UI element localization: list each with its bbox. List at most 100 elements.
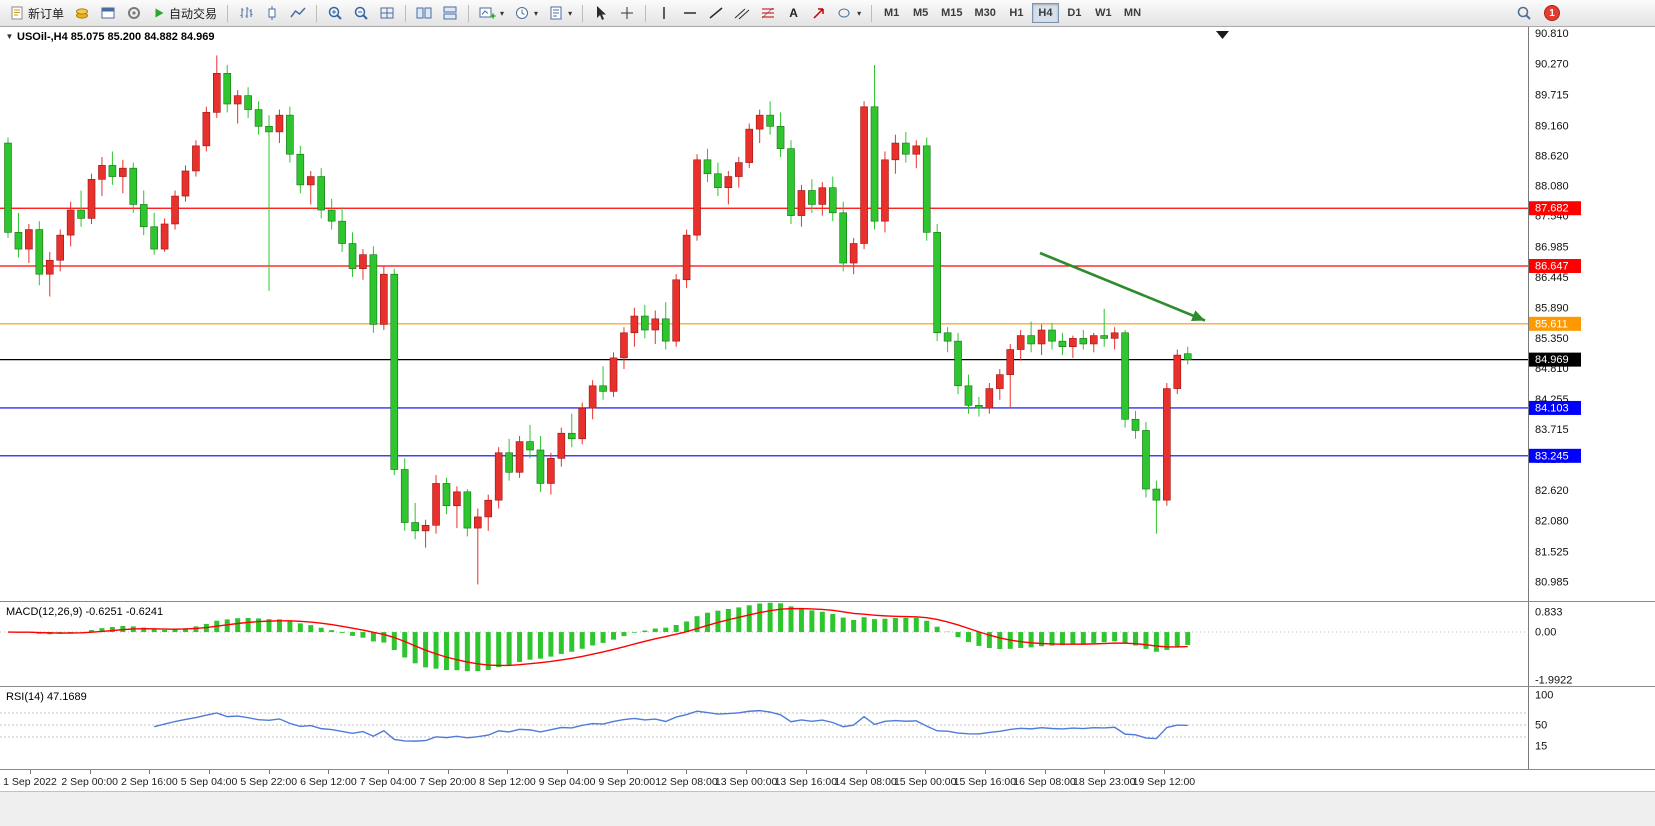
timeframe-h1-button[interactable]: H1 (1003, 3, 1030, 23)
cursor-tool-button[interactable] (589, 2, 613, 24)
trendline-icon (709, 7, 723, 19)
price-chart-pane[interactable]: 90.81090.27089.71589.16088.62088.08087.5… (0, 27, 1655, 601)
status-bar (0, 791, 1655, 826)
zoom-in-button[interactable] (323, 2, 347, 24)
templates-dropdown[interactable]: ▾ (544, 2, 576, 24)
time-axis[interactable]: 1 Sep 2022 2 Sep 00:00 2 Sep 16:00 5 Sep 04… (0, 769, 1655, 791)
zoom-in-icon (328, 6, 342, 20)
timeframe-h4-button[interactable]: H4 (1031, 3, 1059, 23)
symbol-ohlc-label: USOil-,H4 85.075 85.200 84.882 84.969 (17, 31, 215, 43)
time-axis-tick (447, 770, 449, 774)
auto-trading-button[interactable]: 自动交易 (148, 2, 221, 24)
fibonacci-tool-button[interactable] (756, 2, 780, 24)
svg-text:83.715: 83.715 (1535, 424, 1569, 436)
time-axis-label: 14 Sep 08:00 (834, 776, 897, 788)
horizontal-level-lines[interactable] (0, 207, 1528, 457)
timeframe-d1-button[interactable]: D1 (1061, 3, 1088, 23)
svg-text:81.525: 81.525 (1535, 546, 1569, 558)
trendline-tool-button[interactable] (704, 2, 728, 24)
toolbar-separator (645, 4, 647, 22)
one-click-trading-toggle[interactable]: ▼ (3, 30, 16, 43)
clock-icon (516, 7, 529, 19)
svg-text:100: 100 (1535, 690, 1553, 702)
toolbar-separator (468, 4, 470, 22)
bar-chart-mode-button[interactable] (234, 2, 258, 24)
svg-text:88.080: 88.080 (1535, 181, 1569, 193)
crosshair-tool-button[interactable] (615, 2, 639, 24)
rsi-line (153, 709, 1188, 742)
time-axis-tick (89, 770, 91, 774)
notification-badge[interactable]: 1 (1544, 5, 1560, 21)
text-tool-button[interactable]: A (782, 2, 805, 24)
svg-text:80.985: 80.985 (1535, 576, 1569, 588)
chart-window-button[interactable] (96, 2, 120, 24)
time-axis-label: 1 Sep 2022 (3, 776, 57, 788)
time-axis-tick (925, 770, 927, 774)
time-axis-tick (686, 770, 688, 774)
timeframe-m5-button[interactable]: M5 (907, 3, 934, 23)
price-axis[interactable]: 90.81090.27089.71589.16088.62088.08087.5… (1529, 28, 1581, 588)
svg-text:85.350: 85.350 (1535, 333, 1569, 345)
timeframe-m15-button[interactable]: M15 (936, 3, 967, 23)
svg-text:86.647: 86.647 (1535, 260, 1569, 272)
trend-arrow-annotation[interactable] (1039, 251, 1206, 322)
fibonacci-icon (761, 7, 775, 19)
time-axis-tick (209, 770, 211, 774)
svg-text:90.270: 90.270 (1535, 58, 1569, 70)
chart-shift-marker[interactable] (1216, 31, 1229, 39)
time-axis-tick (984, 770, 986, 774)
chevron-down-icon: ▾ (857, 8, 862, 18)
zoom-out-button[interactable] (349, 2, 373, 24)
arrow-tool-icon (813, 8, 824, 19)
time-axis-label: 7 Sep 04:00 (359, 776, 417, 788)
new-chart-dropdown[interactable]: ▾ (475, 2, 508, 24)
time-axis-tick (328, 770, 330, 774)
line-chart-mode-button[interactable] (286, 2, 310, 24)
market-watch-button[interactable] (70, 2, 94, 24)
text-tool-label: A (789, 6, 798, 20)
auto-trading-label: 自动交易 (169, 6, 218, 21)
chevron-down-icon: ▾ (534, 8, 539, 18)
time-axis-label: 6 Sep 12:00 (300, 776, 357, 788)
time-axis-label: 15 Sep 16:00 (953, 776, 1017, 788)
arrows-tool-button[interactable] (807, 2, 831, 24)
time-axis-label: 2 Sep 16:00 (121, 776, 178, 788)
svg-text:-1.9922: -1.9922 (1535, 675, 1572, 686)
cursor-arrow-icon (597, 6, 607, 20)
sound-alert-button[interactable] (122, 2, 146, 24)
channel-tool-button[interactable] (730, 2, 754, 24)
toolbar-separator (227, 4, 229, 22)
toolbar-right-group: 1 (1512, 2, 1560, 24)
channel-icon (734, 8, 750, 20)
time-axis-label: 2 Sep 00:00 (61, 776, 118, 788)
tile-windows-horizontal-button[interactable] (412, 2, 436, 24)
svg-text:15: 15 (1535, 741, 1547, 753)
macd-indicator-pane[interactable]: 0.833 0.00 -1.9922 (0, 601, 1655, 686)
search-button[interactable] (1512, 2, 1536, 24)
timeframe-m30-button[interactable]: M30 (970, 3, 1001, 23)
timeframe-m1-button[interactable]: M1 (878, 3, 905, 23)
time-axis-label: 13 Sep 16:00 (774, 776, 838, 788)
toolbar-separator (871, 4, 873, 22)
time-axis-tick (567, 770, 569, 774)
vertical-line-tool-button[interactable] (652, 2, 676, 24)
time-axis-label: 16 Sep 08:00 (1013, 776, 1076, 788)
rsi-indicator-pane[interactable]: 100 50 15 (0, 686, 1655, 769)
shapes-dropdown[interactable]: ▾ (833, 2, 865, 24)
tile-windows-vertical-button[interactable] (438, 2, 462, 24)
new-order-button[interactable]: 新订单 (5, 2, 68, 24)
grid-toggle-button[interactable] (375, 2, 399, 24)
periods-dropdown[interactable]: ▾ (510, 2, 542, 24)
tile-horizontal-icon (416, 7, 432, 19)
timeframe-mn-button[interactable]: MN (1119, 3, 1146, 23)
template-icon (550, 6, 562, 20)
timeframe-w1-button[interactable]: W1 (1090, 3, 1117, 23)
horizontal-line-tool-button[interactable] (678, 2, 702, 24)
svg-text:90.810: 90.810 (1535, 28, 1569, 40)
chevron-down-icon: ▾ (568, 8, 573, 18)
candlestick-mode-button[interactable] (260, 2, 284, 24)
toolbar-separator (582, 4, 584, 22)
chart-window[interactable]: 90.810 90.270 89.715 89.160 88.620 88.080 87.5… (0, 27, 1655, 826)
time-axis-tick (865, 770, 867, 774)
svg-text:82.620: 82.620 (1535, 485, 1569, 497)
